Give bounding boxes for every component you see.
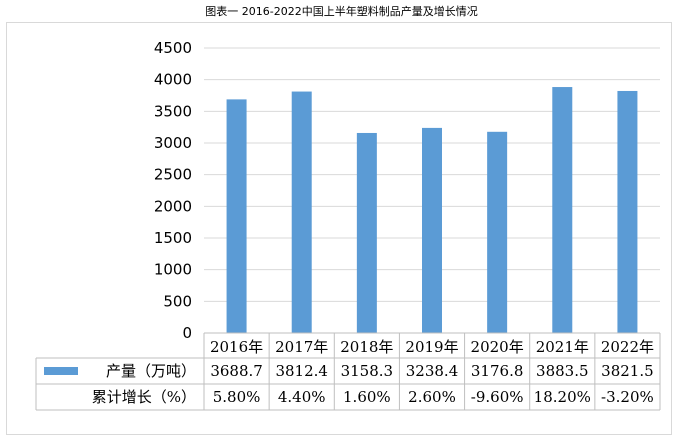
data-label: 5.80% — [213, 388, 261, 406]
bars — [226, 87, 638, 334]
bar — [487, 131, 508, 333]
data-label: 3883.5 — [536, 362, 589, 380]
bar — [552, 87, 573, 333]
bar — [422, 127, 442, 333]
y-tick-label: 4500 — [154, 39, 192, 57]
data-label: 3158.3 — [341, 362, 394, 380]
x-tick-label: 2016年 — [210, 338, 263, 356]
x-tick-label: 2020年 — [471, 338, 524, 356]
data-table: 2016年 2017年 2018年 2019年 2020年 2021年 2022年产量（万吨… — [35, 332, 661, 411]
data-label: 3688.7 — [210, 362, 263, 380]
bar — [356, 132, 377, 333]
bar — [226, 99, 247, 334]
bar — [617, 90, 638, 333]
data-label: 1.60% — [343, 388, 391, 406]
table-row-label: 累计增长（%） — [92, 388, 196, 406]
data-label: 3812.4 — [275, 362, 328, 380]
x-tick-label: 2019年 — [405, 338, 458, 356]
y-tick-label: 0 — [182, 324, 192, 342]
bar — [291, 91, 312, 333]
data-label: 2.60% — [408, 388, 456, 406]
y-tick-label: 2500 — [154, 166, 192, 184]
data-label: 18.20% — [534, 388, 591, 406]
y-tick-label: 2000 — [154, 197, 192, 215]
y-tick-label: 3000 — [154, 134, 192, 152]
chart-frame — [6, 22, 672, 435]
chart-title: 图表一 2016-2022中国上半年塑料制品产量及增长情况 — [205, 5, 478, 18]
y-tick-label: 4000 — [154, 71, 192, 89]
y-tick-label: 1500 — [154, 229, 192, 247]
x-tick-label: 2018年 — [340, 338, 393, 356]
data-label: 3238.4 — [406, 362, 459, 380]
y-tick-label: 3500 — [154, 102, 192, 120]
x-tick-label: 2022年 — [601, 338, 654, 356]
data-label: 4.40% — [278, 388, 326, 406]
data-label: -3.20% — [601, 388, 654, 406]
y-axis-ticks: 0 500 1000 1500 2000 2500 3000 3500 4000 4500 — [154, 39, 192, 342]
data-label: -9.60% — [471, 388, 524, 406]
x-tick-label: 2017年 — [275, 338, 328, 356]
x-tick-label: 2021年 — [536, 338, 589, 356]
data-label: 3176.8 — [471, 362, 524, 380]
y-tick-label: 500 — [163, 292, 192, 310]
table-row-label: 产量（万吨） — [106, 362, 196, 380]
y-tick-label: 1000 — [154, 261, 192, 279]
data-label: 3821.5 — [601, 362, 654, 380]
legend-key — [44, 367, 78, 375]
